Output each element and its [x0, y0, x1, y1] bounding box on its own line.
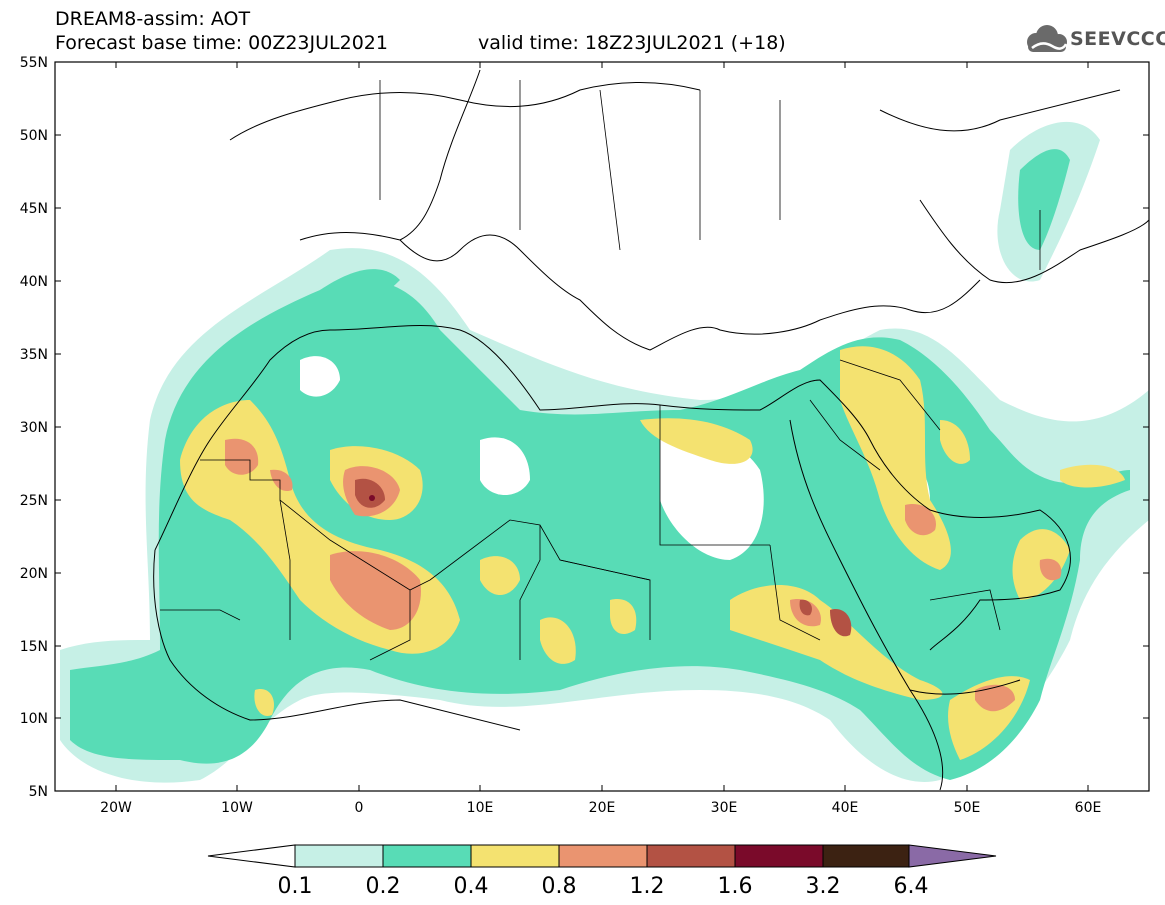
colorbar-labels: 0.1 0.2 0.4 0.8 1.2 1.6 3.2 6.4 — [278, 874, 929, 899]
colorbar — [207, 844, 997, 868]
lat-labels: 55N 50N 45N 40N 35N 30N 25N 20N 15N 10N … — [20, 55, 48, 800]
lon-label: 20W — [100, 800, 132, 816]
lat-label: 25N — [20, 493, 48, 509]
forecast-base-time: Forecast base time: 00Z23JUL2021 — [55, 32, 388, 54]
lon-label: 60E — [1075, 800, 1102, 816]
lon-labels: 20W 10W 0 10E 20E 30E 40E 50E 60E — [100, 800, 1101, 816]
colorbar-label: 0.8 — [542, 874, 577, 899]
colorbar-swatch — [294, 844, 384, 868]
lat-label: 55N — [20, 55, 48, 71]
lat-label: 45N — [20, 201, 48, 217]
lon-label: 30E — [711, 800, 738, 816]
lat-label: 5N — [29, 784, 48, 800]
map-title: DREAM8-assim: AOT — [55, 8, 251, 30]
colorbar-label: 1.2 — [630, 874, 665, 899]
colorbar-label: 0.4 — [454, 874, 489, 899]
lat-label: 30N — [20, 420, 48, 436]
coastlines — [153, 69, 1149, 791]
colorbar-label: 1.6 — [718, 874, 753, 899]
colorbar-high-arrow — [908, 844, 997, 868]
country-borders — [160, 80, 1041, 661]
colorbar-label: 0.1 — [278, 874, 313, 899]
axis-ticks — [55, 61, 1149, 791]
colorbar-label: 6.4 — [894, 874, 929, 899]
lon-label: 40E — [832, 800, 859, 816]
lat-label: 40N — [20, 274, 48, 290]
colorbar-label: 3.2 — [806, 874, 841, 899]
colorbar-swatch — [646, 844, 736, 868]
lon-label: 10W — [221, 800, 253, 816]
colorbar-swatch — [734, 844, 824, 868]
lat-label: 20N — [20, 566, 48, 582]
logo-text: SEEVCCC — [1070, 28, 1165, 50]
colorbar-low-arrow — [207, 844, 296, 868]
lat-label: 35N — [20, 347, 48, 363]
lon-label: 50E — [954, 800, 981, 816]
aot-field — [60, 69, 1149, 791]
lat-label: 15N — [20, 639, 48, 655]
cloud-logo-icon — [1027, 25, 1068, 52]
lat-label: 50N — [20, 128, 48, 144]
colorbar-label: 0.2 — [366, 874, 401, 899]
lon-label: 10E — [467, 800, 494, 816]
colorbar-swatch — [382, 844, 472, 868]
lat-label: 10N — [20, 711, 48, 727]
lon-label: 0 — [355, 800, 364, 816]
colorbar-swatch — [558, 844, 648, 868]
valid-time: valid time: 18Z23JUL2021 (+18) — [478, 32, 786, 54]
colorbar-swatch — [470, 844, 560, 868]
lon-label: 20E — [589, 800, 616, 816]
colorbar-swatch — [822, 844, 910, 868]
